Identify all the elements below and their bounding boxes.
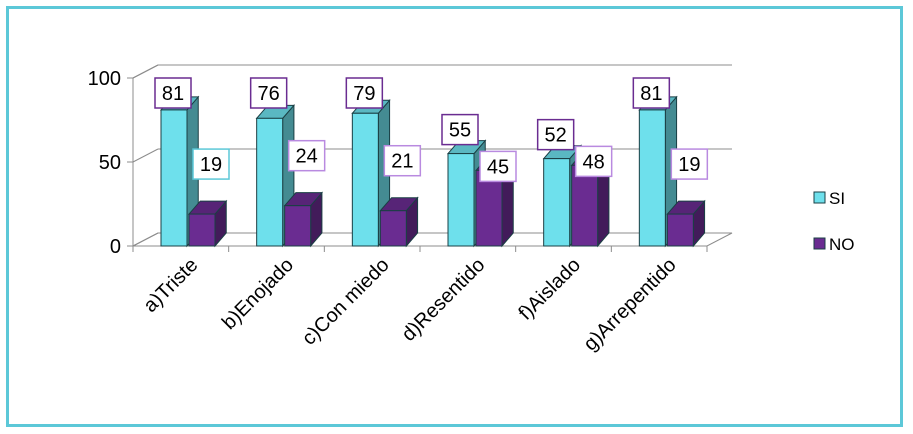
data-label-si: 52	[536, 118, 575, 151]
data-label-no-text: 45	[487, 156, 509, 178]
y-axis-depth	[132, 64, 159, 79]
data-label-no: 21	[383, 144, 422, 177]
data-label-no: 24	[287, 139, 326, 172]
data-label-si-box	[154, 77, 192, 109]
data-label-no-text: 19	[200, 154, 222, 176]
data-label-si: 55	[441, 113, 479, 146]
y-tick-label: 100	[88, 68, 121, 90]
data-label-si-text: 52	[545, 125, 567, 147]
data-label-no-text: 24	[296, 146, 318, 168]
category-label: c)Con miedo	[298, 254, 394, 350]
data-label-si: 79	[345, 77, 384, 109]
category-label-layer: a)Triste b)Enojado c)Con miedo d)Resentido f…	[139, 254, 680, 355]
data-label-no: 19	[670, 148, 709, 180]
data-label-si-box	[632, 77, 671, 109]
data-label-si-box	[536, 118, 575, 151]
data-label-no-text: 48	[583, 151, 605, 173]
data-label-no-box	[479, 150, 517, 183]
y-tick-label: 0	[110, 236, 121, 258]
data-label-no-box	[574, 145, 613, 178]
category-label: a)Triste	[139, 254, 202, 317]
data-label-layer: 81 19 76 24 79 21 55 45 52 48 81 19	[154, 77, 709, 183]
data-label-no: 48	[574, 145, 613, 178]
data-label-si-box	[345, 77, 384, 109]
data-label-si: 76	[249, 77, 288, 109]
bar-no	[187, 199, 228, 248]
data-label-si-text: 55	[449, 120, 471, 142]
legend: SI NO	[813, 189, 855, 254]
bar-no-front	[188, 213, 216, 247]
bar-si-front	[160, 109, 188, 247]
data-label-si-text: 81	[162, 83, 184, 105]
bar-si-front	[638, 109, 666, 247]
y-tick-label: 50	[99, 152, 121, 174]
data-label-no-box	[287, 139, 326, 172]
data-label-no-text: 19	[678, 154, 700, 176]
data-label-si: 81	[154, 77, 192, 109]
legend-item-si: SI	[813, 189, 845, 208]
data-label-si-box	[441, 113, 479, 146]
data-label-si-text: 81	[640, 83, 662, 105]
category-label: g)Arrepentido	[579, 254, 680, 355]
bar-si-front	[447, 153, 475, 247]
axis-layer: 0 50 100	[88, 64, 708, 258]
data-label-no-box	[192, 148, 230, 180]
bar-no	[379, 196, 419, 248]
bar-si-front	[351, 112, 379, 247]
category-label: f)Aislado	[514, 254, 585, 325]
legend-label: SI	[829, 189, 845, 208]
bar-no-front	[571, 164, 599, 247]
category-label: b)Enojado	[218, 254, 298, 334]
bar-no-front	[379, 210, 407, 247]
legend-swatch	[813, 191, 826, 204]
bar-no-front	[284, 205, 312, 247]
legend-label: NO	[829, 235, 855, 254]
data-label-si-text: 79	[353, 83, 375, 105]
data-label-si-box	[249, 77, 288, 109]
data-label-no: 45	[479, 150, 517, 183]
bar-layer	[159, 95, 706, 248]
category-label: d)Resentido	[398, 254, 490, 346]
gridline-depth	[132, 148, 159, 163]
legend-item-no: NO	[813, 235, 855, 254]
data-label-no-text: 21	[391, 151, 413, 173]
bar-no-front	[666, 213, 694, 247]
data-label-no-box	[383, 144, 422, 177]
bar-no	[666, 199, 706, 248]
bar-si-front	[256, 117, 284, 247]
data-label-si: 81	[632, 77, 671, 109]
bar-si-front	[543, 158, 571, 247]
legend-swatch	[813, 237, 826, 250]
data-label-no-box	[670, 148, 709, 180]
bar-no	[283, 191, 324, 248]
data-label-si-text: 76	[258, 83, 280, 105]
data-label-no: 19	[192, 148, 230, 180]
